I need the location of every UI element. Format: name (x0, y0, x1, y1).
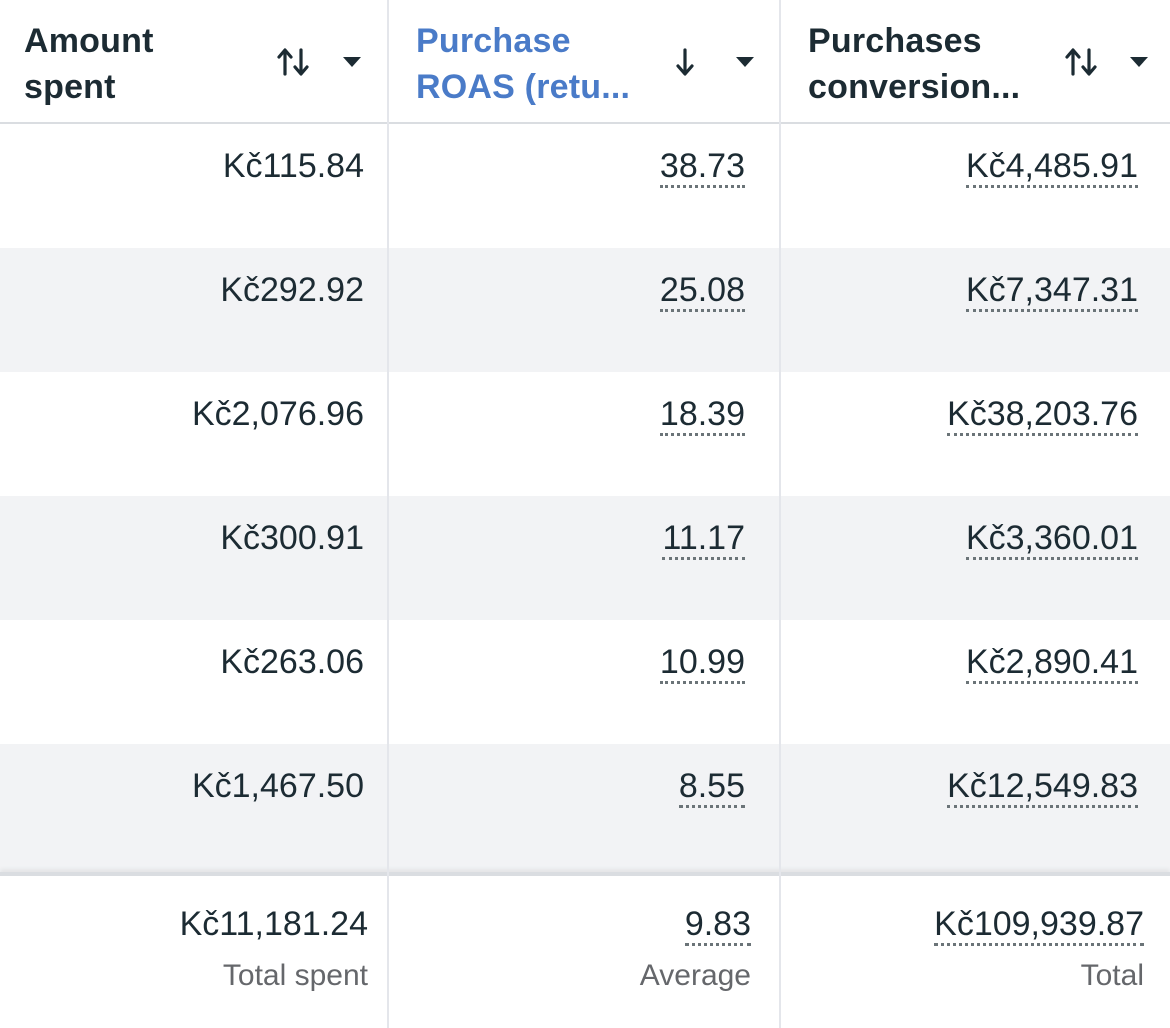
amount-spent-cell: Kč292.92 (220, 271, 364, 309)
table-row: Kč2,076.96 18.39 Kč38,203.76 (0, 372, 1170, 496)
conversion-value[interactable]: Kč12,549.83 (947, 767, 1138, 808)
conversion-value[interactable]: Kč3,360.01 (965, 519, 1138, 560)
up-down-arrows-icon[interactable] (1062, 42, 1102, 82)
roas-value[interactable]: 10.99 (659, 643, 745, 684)
up-down-arrows-icon[interactable] (274, 42, 314, 82)
column-divider[interactable] (387, 0, 389, 1028)
column-header-amount-spent[interactable]: Amount spent (0, 0, 388, 122)
amount-spent-cell: Kč2,076.96 (191, 395, 364, 433)
average-label: Average (639, 959, 751, 992)
column-title-purchase-roas: Purchase ROAS (retu... (416, 22, 631, 106)
average-roas-value[interactable]: 9.83 (684, 905, 751, 946)
table-row: Kč292.92 25.08 Kč7,347.31 (0, 248, 1170, 372)
caret-down-icon[interactable] (342, 55, 362, 69)
amount-spent-cell: Kč300.91 (220, 519, 364, 557)
table-row: Kč263.06 10.99 Kč2,890.41 (0, 620, 1170, 744)
roas-value[interactable]: 38.73 (659, 147, 745, 188)
column-header-purchases-conversion-value[interactable]: Purchases conversion... (782, 0, 1170, 122)
column-title-purchases-conversion: Purchases conversion... (808, 22, 1021, 106)
amount-spent-cell: Kč1,467.50 (191, 767, 364, 805)
total-conversion-value[interactable]: Kč109,939.87 (934, 905, 1144, 946)
conversion-value[interactable]: Kč4,485.91 (965, 147, 1138, 188)
conversion-value[interactable]: Kč38,203.76 (947, 395, 1138, 436)
caret-down-icon[interactable] (735, 55, 755, 69)
table-row: Kč115.84 38.73 Kč4,485.91 (0, 124, 1170, 248)
roas-value[interactable]: 25.08 (659, 271, 745, 312)
roas-value[interactable]: 11.17 (662, 519, 745, 560)
amount-spent-cell: Kč115.84 (222, 147, 364, 185)
column-divider[interactable] (779, 0, 781, 1028)
table-header: Amount spent Purchase ROAS (retu... Purc… (0, 0, 1170, 124)
conversion-value[interactable]: Kč2,890.41 (965, 643, 1138, 684)
roas-value[interactable]: 8.55 (678, 767, 745, 808)
amount-spent-cell: Kč263.06 (220, 643, 364, 681)
caret-down-icon[interactable] (1129, 55, 1149, 69)
total-label: Total (1080, 959, 1144, 992)
column-title-amount-spent: Amount spent (24, 22, 154, 106)
total-amount-spent: Kč11,181.24 (179, 905, 368, 943)
down-arrow-icon[interactable] (670, 42, 710, 82)
column-header-purchase-roas[interactable]: Purchase ROAS (retu... (390, 0, 780, 122)
roas-value[interactable]: 18.39 (659, 395, 745, 436)
table-row: Kč1,467.50 8.55 Kč12,549.83 (0, 744, 1170, 872)
conversion-value[interactable]: Kč7,347.31 (965, 271, 1138, 312)
total-spent-label: Total spent (222, 959, 368, 992)
table-summary-row: Kč11,181.24 Total spent 9.83 Average Kč1… (0, 872, 1170, 1028)
table-row: Kč300.91 11.17 Kč3,360.01 (0, 496, 1170, 620)
